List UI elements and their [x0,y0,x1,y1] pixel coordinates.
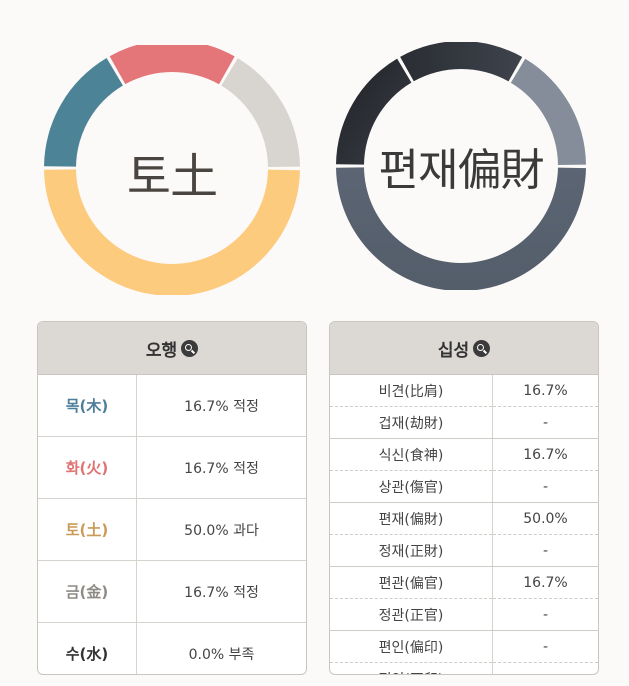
element-name: 수(水) [38,622,137,674]
sipsung-value: - [492,598,598,631]
donut-segment [400,41,523,82]
table-row: 목(木) 16.7% 적정 [38,375,306,437]
sipsung-name: 정관(正官) [330,598,493,631]
search-icon[interactable] [473,339,491,357]
sipsung-value: - [492,630,598,663]
sipsung-value: 50.0% [492,502,598,535]
table-row: 편관(偏官) 16.7% [330,566,598,599]
element-value: 16.7% 적정 [136,436,306,499]
table-row: 상관(傷官) - [330,470,598,503]
sipsung-donut-center-label: 편재偏財 [378,145,545,196]
table-row: 수(水) 0.0% 부족 [38,622,306,674]
sipsung-panel-title: 십성 [437,340,470,361]
sipsung-value: - [492,534,598,567]
sipsung-donut-chart: 편재偏財 [334,41,588,292]
donut-segment [44,169,300,296]
donut-segment [336,167,586,292]
sipsung-donut-svg [336,41,586,292]
sipsung-name: 상관(傷官) [330,470,493,503]
donut-segment [336,58,412,165]
sipsung-table: 비견(比肩) 16.7% 겁재(劫財) - 식신(食神) 16.7% 상관(傷官) - 편재(偏… [330,375,598,674]
element-value: 50.0% 과다 [136,498,306,561]
sipsung-name: 편재(偏財) [330,502,493,535]
sipsung-panel: 십성 비견(比肩) 16.7% 겁재(劫財) - 식신(食神) 16.7% 상관(傷官) - 편… [329,321,599,675]
sipsung-value: 16.7% [492,438,598,471]
table-row: 금(金) 16.7% 적정 [38,560,306,623]
ohaeng-panel-title: 오행 [145,340,178,361]
ohaeng-panel: 오행 목(木) 16.7% 적정 화(火) 16.7% 적정 토(土) 50.0% 과다 금… [37,321,307,675]
sipsung-name: 편인(偏印) [330,630,493,663]
element-name: 목(木) [38,375,137,437]
sipsung-value: - [492,662,598,674]
sipsung-value: 16.7% [492,566,598,599]
table-row: 식신(食神) 16.7% [330,438,598,471]
table-row: 토(土) 50.0% 과다 [38,498,306,561]
sipsung-name: 정인(正印) [330,662,493,674]
table-row: 정재(正財) - [330,534,598,567]
element-value: 16.7% 적정 [136,375,306,437]
ohaeng-donut-chart: 토土 [42,40,302,296]
donut-segment [44,57,123,167]
sipsung-name: 편관(偏官) [330,566,493,599]
table-row: 편재(偏財) 50.0% [330,502,598,535]
sipsung-value: 16.7% [492,375,598,407]
ohaeng-panel-header: 오행 [38,322,306,375]
table-row: 비견(比肩) 16.7% [330,375,598,407]
table-row: 겁재(劫財) - [330,406,598,439]
element-name: 화(火) [38,436,137,499]
ohaeng-table: 목(木) 16.7% 적정 화(火) 16.7% 적정 토(土) 50.0% 과다 금(金)… [38,375,306,674]
element-name: 토(土) [38,498,137,561]
donut-segment [109,40,235,85]
sipsung-name: 식신(食神) [330,438,493,471]
sipsung-name: 정재(正財) [330,534,493,567]
donut-segment [510,58,586,165]
donut-segment [221,58,300,167]
sipsung-panel-header: 십성 [330,322,598,375]
element-value: 0.0% 부족 [188,646,255,663]
sipsung-value: - [492,470,598,503]
table-row: 정관(正官) - [330,598,598,631]
table-row: 화(火) 16.7% 적정 [38,436,306,499]
sipsung-name: 비견(比肩) [330,375,493,407]
ohaeng-donut-svg [44,40,300,296]
element-name: 금(金) [38,560,137,623]
element-value: 16.7% 적정 [136,560,306,623]
sipsung-value: - [492,406,598,439]
table-row: 편인(偏印) - [330,630,598,663]
table-row: 정인(正印)- [330,662,598,674]
sipsung-name: 겁재(劫財) [330,406,493,439]
ohaeng-donut-center-label: 토土 [126,149,218,205]
search-icon[interactable] [181,339,199,357]
